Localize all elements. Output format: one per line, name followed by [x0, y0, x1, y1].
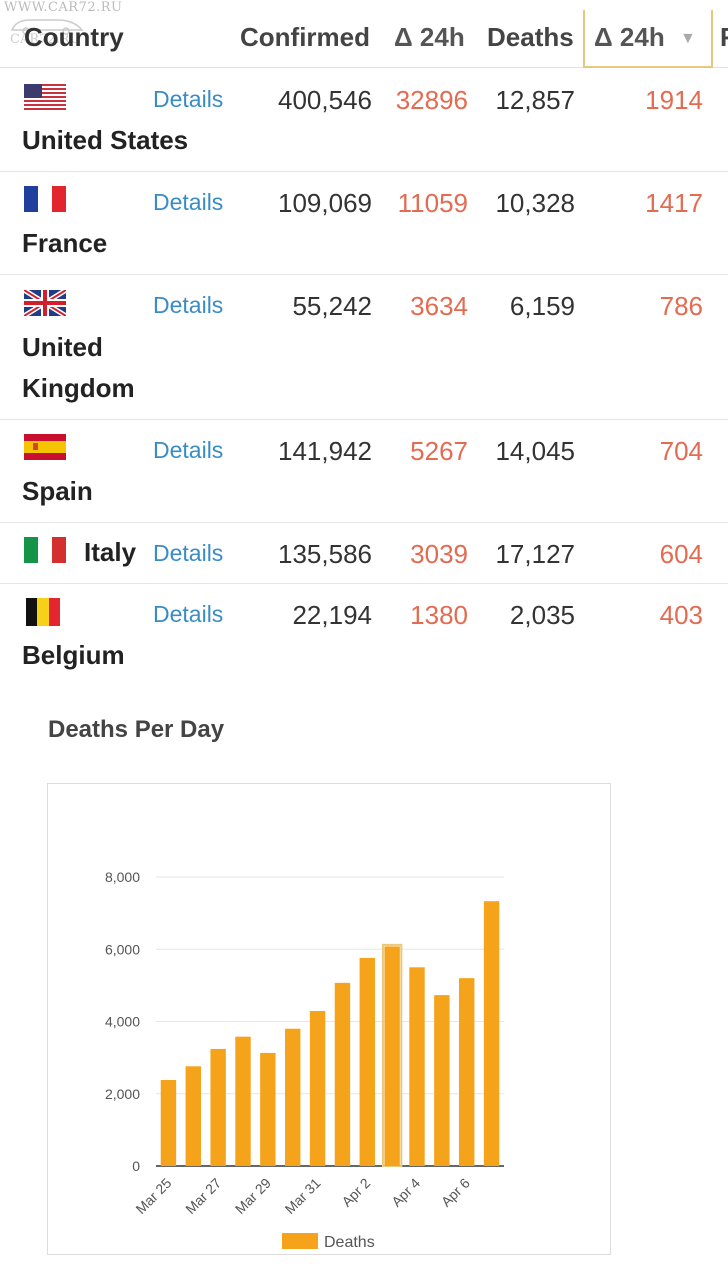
header-delta-confirmed[interactable]: Δ 24h	[394, 22, 465, 52]
x-tick-label: Mar 29	[232, 1175, 274, 1217]
fr-flag-icon	[24, 186, 66, 212]
delta-deaths-value: 786	[659, 291, 703, 321]
confirmed-value: 109,069	[278, 188, 372, 218]
bar-mar-31[interactable]	[309, 1011, 326, 1166]
watermark-logo-text: CAR72.RU	[10, 32, 81, 47]
confirmed-value: 141,942	[278, 436, 372, 466]
table-row: United Kingdom Details 55,242 3634 6,159…	[0, 275, 728, 420]
be-flag-icon	[26, 598, 60, 626]
legend-swatch	[282, 1233, 318, 1249]
deaths-value: 6,159	[509, 291, 575, 321]
y-tick-label: 8,000	[105, 869, 140, 885]
details-link[interactable]: Details	[153, 540, 224, 566]
confirmed-value: 135,586	[278, 539, 372, 569]
header-country[interactable]: Country	[24, 22, 124, 52]
delta-deaths-value: 604	[659, 539, 703, 569]
x-tick-label: Mar 25	[132, 1175, 174, 1217]
deaths-value: 14,045	[495, 436, 575, 466]
bar-mar-29[interactable]	[260, 1052, 276, 1166]
uk-flag-icon	[24, 290, 66, 316]
table-row: France Details 109,069 11059 10,328 1417	[0, 172, 728, 275]
deaths-value: 10,328	[495, 188, 575, 218]
table-row: Spain Details 141,942 5267 14,045 704	[0, 420, 728, 523]
bar-mar-30[interactable]	[285, 1028, 301, 1166]
country-name: France	[22, 228, 108, 258]
confirmed-value: 400,546	[278, 85, 372, 115]
sorted-column-highlight	[583, 10, 713, 68]
delta-confirmed-value: 3634	[410, 291, 468, 321]
header-cut-off: F	[720, 22, 728, 52]
details-link[interactable]: Details	[153, 189, 224, 215]
bar-apr-4[interactable]	[409, 967, 425, 1166]
bar-mar-27[interactable]	[210, 1048, 226, 1166]
table-row: United States Details 400,546 32896 12,8…	[0, 69, 728, 172]
us-flag-icon	[24, 84, 66, 110]
x-tick-label: Apr 4	[388, 1175, 423, 1210]
bar-apr-6[interactable]	[459, 978, 475, 1166]
country-name: Spain	[22, 476, 93, 506]
header-delta-deaths[interactable]: Δ 24h	[594, 22, 665, 52]
x-tick-label: Mar 27	[182, 1175, 224, 1217]
bar-apr-2[interactable]	[359, 957, 375, 1166]
deaths-value: 17,127	[495, 539, 575, 569]
deaths-value: 12,857	[495, 85, 575, 115]
details-link[interactable]: Details	[153, 292, 224, 318]
bar-mar-26[interactable]	[185, 1066, 201, 1166]
x-tick-label: Apr 2	[338, 1175, 373, 1210]
legend-label: Deaths	[324, 1234, 375, 1251]
y-tick-label: 6,000	[105, 941, 140, 957]
bar-mar-28[interactable]	[235, 1036, 251, 1166]
es-flag-icon	[24, 434, 66, 460]
country-name: United States	[22, 125, 189, 155]
delta-deaths-value: 704	[659, 436, 703, 466]
details-link[interactable]: Details	[153, 601, 224, 627]
x-tick-label: Apr 6	[438, 1175, 473, 1210]
bar-apr-1[interactable]	[334, 982, 351, 1166]
delta-confirmed-value: 3039	[410, 539, 468, 569]
table-row: Italy Details 135,586 3039 17,127 604	[0, 523, 728, 584]
sort-descending-icon[interactable]: ▼	[680, 30, 696, 47]
delta-deaths-value: 1417	[645, 188, 703, 218]
details-link[interactable]: Details	[153, 437, 224, 463]
country-name: Italy	[84, 537, 137, 567]
delta-confirmed-value: 11059	[397, 188, 468, 218]
bar-apr-3[interactable]	[384, 946, 400, 1166]
deaths-per-day-chart: 0 2,000 4,000 6,000 8,000 Mar 25 Mar 27 Mar 29…	[105, 869, 504, 1251]
details-link[interactable]: Details	[153, 86, 224, 112]
table-header: Country Confirmed Δ 24h Deaths Δ 24h ▼ F	[0, 0, 728, 68]
it-flag-icon	[24, 537, 66, 563]
country-name-line-2: Kingdom	[22, 373, 135, 403]
country-name: Belgium	[22, 640, 125, 670]
delta-deaths-value: 403	[659, 600, 703, 630]
x-tick-label: Mar 31	[282, 1175, 324, 1217]
y-tick-label: 2,000	[105, 1086, 140, 1102]
header-deaths[interactable]: Deaths	[487, 22, 574, 52]
confirmed-value: 22,194	[292, 600, 372, 630]
bar-apr-5[interactable]	[434, 995, 450, 1166]
bar-mar-25[interactable]	[160, 1080, 177, 1166]
bar-apr-7[interactable]	[483, 901, 500, 1166]
watermark-car-logo	[10, 19, 84, 35]
chart-title: Deaths Per Day	[48, 716, 225, 743]
country-name-line-1: United	[22, 332, 103, 362]
deaths-value: 2,035	[509, 600, 575, 630]
delta-confirmed-value: 5267	[410, 436, 468, 466]
watermark-url: WWW.CAR72.RU	[4, 0, 123, 15]
table-row: Belgium Details 22,194 1380 2,035 403	[0, 584, 728, 686]
header-confirmed[interactable]: Confirmed	[240, 22, 370, 52]
confirmed-value: 55,242	[292, 291, 372, 321]
delta-confirmed-value: 1380	[410, 600, 468, 630]
delta-deaths-value: 1914	[645, 85, 703, 115]
y-tick-label: 0	[132, 1158, 140, 1174]
y-tick-label: 4,000	[105, 1014, 140, 1030]
delta-confirmed-value: 32896	[395, 85, 468, 115]
deaths-chart-panel: 0 2,000 4,000 6,000 8,000 Mar 25 Mar 27 Mar 29…	[47, 783, 611, 1255]
